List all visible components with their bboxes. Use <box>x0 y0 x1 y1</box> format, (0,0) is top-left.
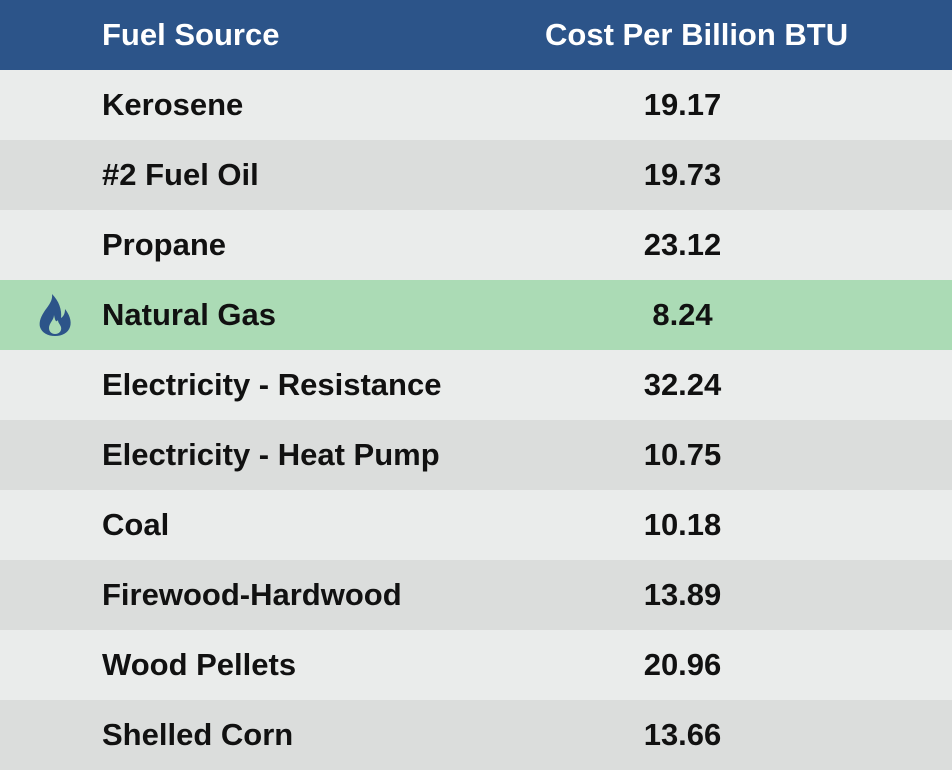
fuel-name: #2 Fuel Oil <box>102 157 259 192</box>
table-row: #2 Fuel Oil 19.73 <box>0 140 952 210</box>
cost-value: 10.75 <box>643 437 722 472</box>
fuel-name: Kerosene <box>102 87 244 122</box>
table-body: Kerosene 19.17 #2 Fuel Oil 19.73 Propane 23.1… <box>0 70 952 770</box>
row-icon-cell <box>0 210 102 280</box>
header-icon-spacer <box>0 0 102 70</box>
cost-value: 19.73 <box>643 157 722 192</box>
fuel-name: Propane <box>102 227 227 262</box>
table-row: Electricity - Resistance 32.24 <box>0 350 952 420</box>
fuel-name: Electricity - Heat Pump <box>102 437 440 472</box>
table-row: Electricity - Heat Pump 10.75 <box>0 420 952 490</box>
cost-value: 20.96 <box>643 647 722 682</box>
cost-value: 32.24 <box>643 367 722 402</box>
fuel-name: Wood Pellets <box>102 647 297 682</box>
cost-value: 13.89 <box>643 577 722 612</box>
row-icon-cell <box>0 630 102 700</box>
cost-value: 10.18 <box>643 507 722 542</box>
flame-icon <box>39 294 71 336</box>
row-icon-cell <box>0 560 102 630</box>
row-icon-cell <box>0 490 102 560</box>
fuel-name: Natural Gas <box>102 297 277 332</box>
table-row: Firewood-Hardwood 13.89 <box>0 560 952 630</box>
cost-value: 23.12 <box>643 227 722 262</box>
fuel-name: Firewood-Hardwood <box>102 577 402 612</box>
row-icon-cell <box>0 140 102 210</box>
row-icon-cell <box>0 280 102 350</box>
header-fuel-source: Fuel Source <box>102 17 280 52</box>
cost-value: 19.17 <box>643 87 722 122</box>
table-row: Kerosene 19.17 <box>0 70 952 140</box>
row-icon-cell <box>0 700 102 770</box>
fuel-name: Coal <box>102 507 170 542</box>
fuel-name: Electricity - Resistance <box>102 367 442 402</box>
cost-value: 13.66 <box>643 717 722 752</box>
cost-value: 8.24 <box>652 297 713 332</box>
table-row: Propane 23.12 <box>0 210 952 280</box>
row-icon-cell <box>0 420 102 490</box>
fuel-name: Shelled Corn <box>102 717 294 752</box>
header-cost: Cost Per Billion BTU <box>545 17 849 52</box>
row-icon-cell <box>0 70 102 140</box>
table-row: Coal 10.18 <box>0 490 952 560</box>
table-row: Wood Pellets 20.96 <box>0 630 952 700</box>
table-header: Fuel Source Cost Per Billion BTU <box>0 0 952 70</box>
table-row: Natural Gas 8.24 <box>0 280 952 350</box>
table-row: Shelled Corn 13.66 <box>0 700 952 770</box>
row-icon-cell <box>0 350 102 420</box>
